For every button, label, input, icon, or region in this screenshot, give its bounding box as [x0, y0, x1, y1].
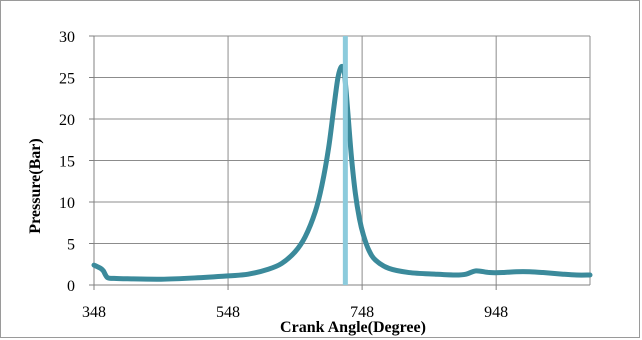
x-tick-label: 948: [484, 304, 508, 321]
x-tick-labels: 348 548 748 948: [82, 304, 508, 321]
y-tick-label: 25: [59, 71, 75, 88]
x-tick-label: 348: [82, 304, 106, 321]
x-tick-label: 748: [350, 304, 374, 321]
y-tick-label: 15: [59, 154, 75, 171]
y-tick-labels: 0 5 10 15 20 25 30: [59, 29, 75, 295]
y-axis-label: Pressure(Bar): [27, 138, 44, 233]
x-tick-label: 548: [216, 304, 240, 321]
series-layer: [91, 63, 593, 282]
y-tick-label: 30: [59, 29, 75, 46]
y-tick-label: 5: [67, 237, 75, 254]
axes: [89, 35, 590, 290]
y-tick-label: 20: [59, 112, 75, 129]
grid: [93, 35, 591, 285]
y-tick-label: 0: [67, 278, 75, 295]
x-axis-label: Crank Angle(Degree): [280, 319, 426, 336]
pressure-series-line: [91, 63, 593, 282]
y-tick-label: 10: [59, 195, 75, 212]
